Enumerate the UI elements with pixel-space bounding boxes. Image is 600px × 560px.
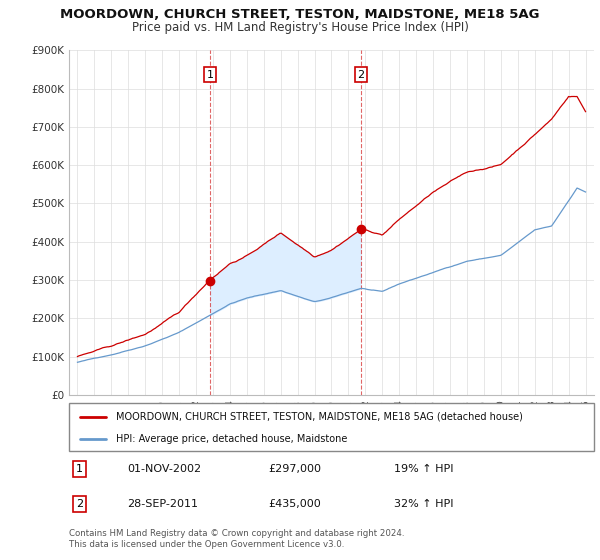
Text: MOORDOWN, CHURCH STREET, TESTON, MAIDSTONE, ME18 5AG (detached house): MOORDOWN, CHURCH STREET, TESTON, MAIDSTO…: [116, 412, 523, 422]
Text: 2: 2: [76, 499, 83, 509]
Text: 19% ↑ HPI: 19% ↑ HPI: [395, 464, 454, 474]
FancyBboxPatch shape: [69, 403, 594, 451]
Text: 2: 2: [358, 69, 365, 80]
Text: HPI: Average price, detached house, Maidstone: HPI: Average price, detached house, Maid…: [116, 434, 347, 444]
Text: 1: 1: [76, 464, 83, 474]
Text: £297,000: £297,000: [269, 464, 322, 474]
Text: 01-NOV-2002: 01-NOV-2002: [127, 464, 201, 474]
Text: 28-SEP-2011: 28-SEP-2011: [127, 499, 198, 509]
Text: Price paid vs. HM Land Registry's House Price Index (HPI): Price paid vs. HM Land Registry's House …: [131, 21, 469, 34]
Text: £435,000: £435,000: [269, 499, 321, 509]
Text: 1: 1: [206, 69, 214, 80]
Text: MOORDOWN, CHURCH STREET, TESTON, MAIDSTONE, ME18 5AG: MOORDOWN, CHURCH STREET, TESTON, MAIDSTO…: [60, 8, 540, 21]
Text: 32% ↑ HPI: 32% ↑ HPI: [395, 499, 454, 509]
Text: Contains HM Land Registry data © Crown copyright and database right 2024.
This d: Contains HM Land Registry data © Crown c…: [69, 529, 404, 549]
